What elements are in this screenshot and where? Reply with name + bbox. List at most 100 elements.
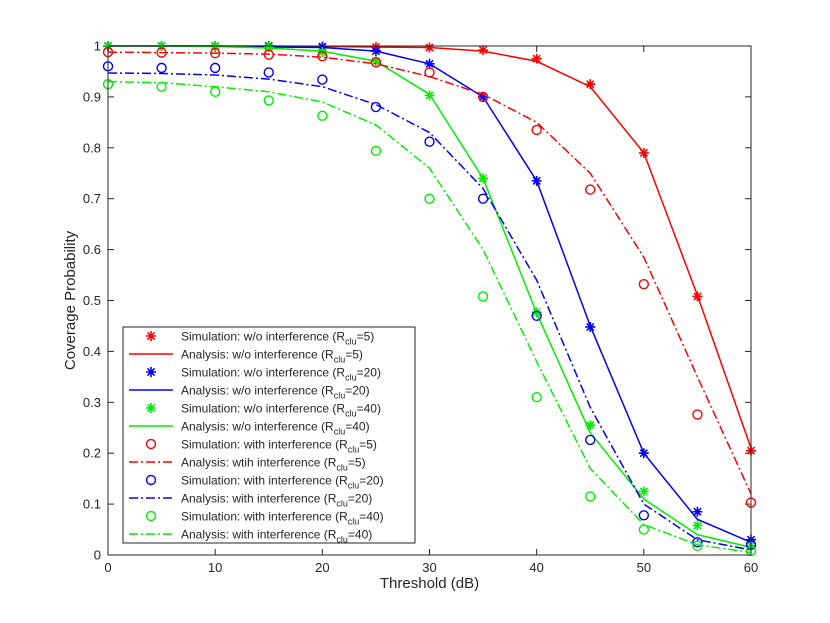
legend-subscript: clu xyxy=(336,499,348,509)
legend: Simulation: w/o interference (Rclu=5)Ana… xyxy=(122,326,416,545)
x-axis-label: Threshold (dB) xyxy=(380,575,479,592)
star-marker xyxy=(638,486,649,497)
y-tick-label: 0.8 xyxy=(83,140,101,155)
y-tick-label: 0.5 xyxy=(83,293,101,308)
series-analysis-dashdot-rclu-5 xyxy=(107,51,752,495)
legend-subscript: clu xyxy=(334,427,346,437)
legend-series-name: Analysis: w/o interference (R xyxy=(181,348,334,362)
legend-circle-marker xyxy=(145,474,157,486)
y-tick-label: 0.1 xyxy=(83,497,101,512)
circle-marker xyxy=(531,310,542,321)
legend-item: Simulation: with interference (Rclu=5) xyxy=(145,438,377,455)
legend-item: Simulation: w/o interference (Rclu=5) xyxy=(146,330,374,347)
y-tick-label: 0.6 xyxy=(83,242,101,257)
legend-label: Simulation: with interference (Rclu=20) xyxy=(181,474,384,491)
x-tick-label: 20 xyxy=(315,560,329,575)
legend-rclu-value: =20) xyxy=(357,366,381,380)
x-tick-label: 30 xyxy=(422,560,436,575)
circle-marker xyxy=(317,50,328,62)
legend-rclu-value: =5) xyxy=(359,438,377,452)
star-marker xyxy=(585,79,596,90)
legend-item: Simulation: w/o interference (Rclu=20) xyxy=(146,366,381,383)
y-tick-label: 1 xyxy=(94,39,101,54)
legend-item: Analysis: with interference (Rclu=20) xyxy=(129,492,372,509)
circle-marker xyxy=(585,434,596,446)
legend-label: Simulation: w/o interference (Rclu=20) xyxy=(181,366,381,383)
legend-label: Simulation: w/o interference (Rclu=40) xyxy=(181,402,381,419)
y-tick-label: 0.9 xyxy=(83,89,101,104)
y-tick-label: 0.7 xyxy=(83,191,101,206)
circle-marker xyxy=(263,95,274,106)
star-marker xyxy=(692,506,703,517)
legend-rclu-value: =20) xyxy=(348,492,372,506)
legend-series-name: Simulation: with interference (R xyxy=(181,474,348,488)
legend-subscript: clu xyxy=(348,517,360,527)
y-axis-label: Coverage Probability xyxy=(62,230,79,370)
legend-series-name: Analysis: w/o interference (R xyxy=(181,384,334,398)
legend-subscript: clu xyxy=(334,391,346,401)
series-line xyxy=(107,51,752,495)
x-tick-labels: 0 10 20 30 40 50 60 xyxy=(104,560,758,575)
circle-marker xyxy=(477,193,489,204)
legend-series-name: Simulation: w/o interference (R xyxy=(181,402,345,416)
plot-frame xyxy=(107,45,752,556)
x-tick-label: 60 xyxy=(744,560,758,575)
series-line xyxy=(107,72,752,551)
legend-series-name: Simulation: with interference (R xyxy=(181,510,348,524)
y-tick-label: 0.3 xyxy=(83,395,101,410)
star-marker xyxy=(478,45,489,56)
legend-item: Simulation: with interference (Rclu=40) xyxy=(145,510,384,527)
legend-rclu-value: =40) xyxy=(345,420,369,434)
legend-rclu-value: =5) xyxy=(348,456,366,470)
circle-marker xyxy=(156,62,167,74)
legend-rclu-value: =20) xyxy=(345,384,369,398)
legend-star-marker xyxy=(146,403,156,413)
legend-subscript: clu xyxy=(345,409,357,419)
star-marker xyxy=(263,42,274,53)
legend-star-marker xyxy=(146,331,156,341)
legend-rclu-value: =40) xyxy=(348,528,372,542)
y-tick-label: 0.4 xyxy=(83,344,101,359)
legend-label: Simulation: w/o interference (Rclu=5) xyxy=(181,330,374,347)
legend-series-name: Analysis: wtih interference (R xyxy=(181,456,337,470)
legend-circle-marker xyxy=(145,510,157,522)
y-tick-labels: 0 0.1 0.2 0.3 0.4 0.5 0.6 0.7 0.8 0.9 1 xyxy=(83,39,101,563)
legend-item: Analysis: w/o interference (Rclu=40) xyxy=(129,420,370,437)
circle-marker xyxy=(424,136,435,147)
legend-item: Analysis: wtih interference (Rclu=5) xyxy=(129,456,366,473)
legend-circle-marker xyxy=(145,438,157,450)
legend-label: Analysis: with interference (Rclu=40) xyxy=(181,528,372,545)
star-marker xyxy=(692,520,703,531)
circle-marker xyxy=(692,409,703,420)
legend-label: Analysis: w/o interference (Rclu=20) xyxy=(181,384,370,401)
series-analysis-solid-rclu-40 xyxy=(108,45,752,549)
legend-subscript: clu xyxy=(336,463,348,473)
x-tick-label: 50 xyxy=(637,560,651,575)
legend-subscript: clu xyxy=(334,355,346,365)
legend-item: Simulation: with interference (Rclu=20) xyxy=(145,474,384,491)
legend-label: Analysis: with interference (Rclu=20) xyxy=(181,492,372,509)
circle-marker xyxy=(317,110,328,121)
y-tick-label: 0.2 xyxy=(83,446,101,461)
legend-label: Analysis: w/o interference (Rclu=40) xyxy=(181,420,370,437)
legend-series-name: Analysis: with interference (R xyxy=(181,492,337,506)
legend-subscript: clu xyxy=(348,481,360,491)
circle-marker xyxy=(370,145,382,157)
legend-label: Simulation: with interference (Rclu=40) xyxy=(181,510,384,527)
star-marker xyxy=(585,420,596,431)
legend-series-name: Simulation: with interference (R xyxy=(181,438,348,452)
legend-item: Analysis: with interference (Rclu=40) xyxy=(129,528,372,545)
legend-box xyxy=(122,326,416,544)
star-marker xyxy=(531,53,542,64)
y-tick-label: 0 xyxy=(94,548,101,563)
plot-area xyxy=(102,41,757,557)
circle-marker xyxy=(638,510,650,521)
x-tick-label: 40 xyxy=(529,560,543,575)
legend-item: Analysis: w/o interference (Rclu=5) xyxy=(129,348,363,365)
circle-marker xyxy=(585,491,596,502)
circle-marker xyxy=(317,74,328,85)
legend-subscript: clu xyxy=(336,535,348,545)
legend-series-name: Simulation: w/o interference (R xyxy=(181,330,345,344)
circle-marker xyxy=(531,392,542,403)
legend-label: Simulation: with interference (Rclu=5) xyxy=(181,438,377,455)
